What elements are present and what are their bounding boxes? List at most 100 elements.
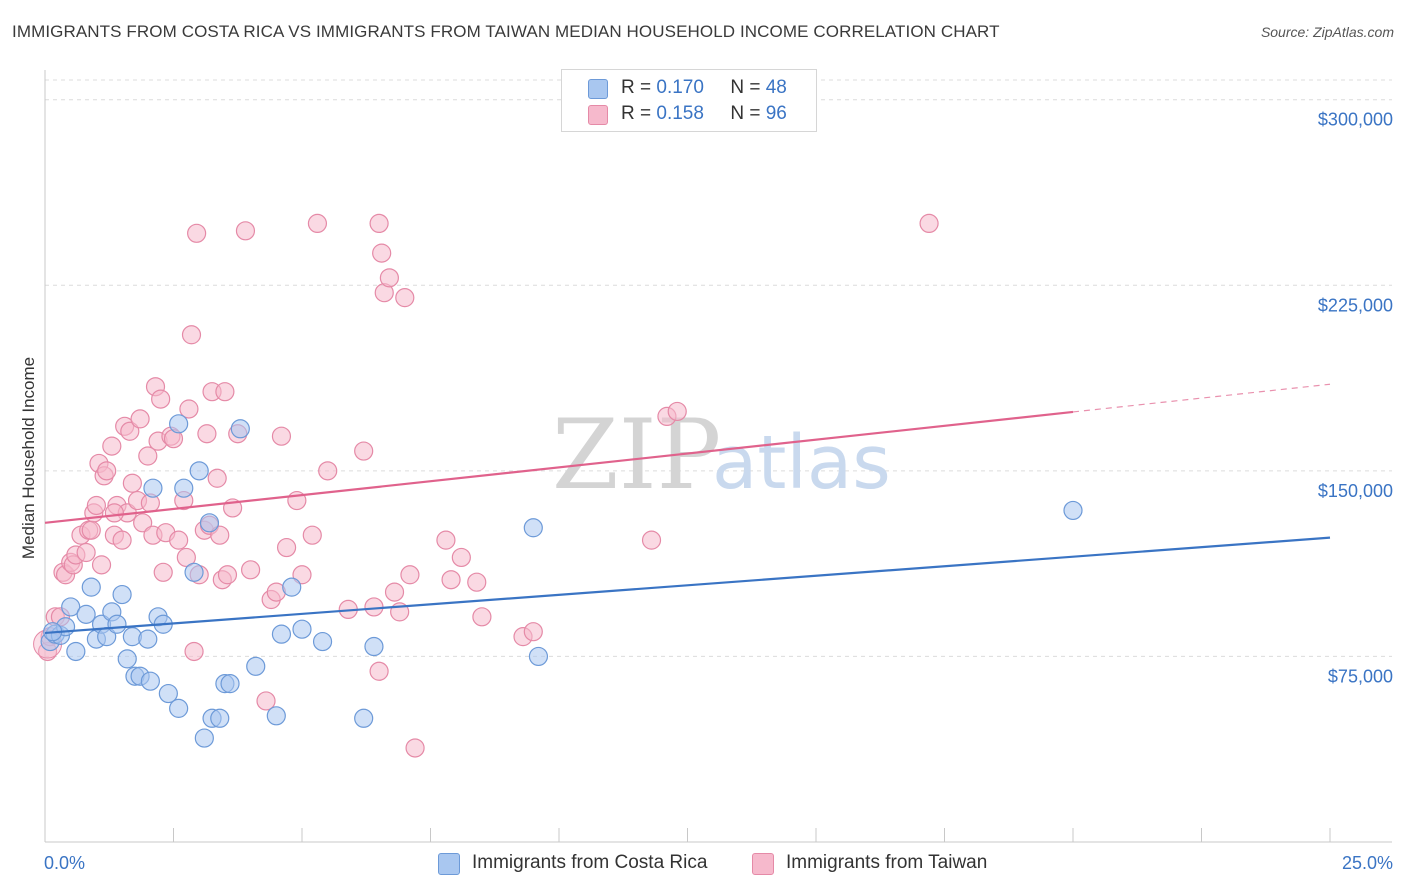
taiwan-point xyxy=(76,542,96,563)
taiwan-point xyxy=(138,446,158,466)
taiwan-point xyxy=(372,243,392,263)
costa-rica-point xyxy=(282,577,302,597)
taiwan-point xyxy=(215,382,235,402)
taiwan-point xyxy=(441,570,461,590)
y-tick-label: $225,000 xyxy=(1318,295,1393,315)
costa-rica-point xyxy=(210,708,230,728)
taiwan-trend-extension xyxy=(1072,383,1331,413)
costa-rica-point xyxy=(76,604,96,624)
watermark-zip: ZIP xyxy=(552,399,721,511)
bottom-legend-label: Immigrants from Costa Rica xyxy=(472,852,708,873)
taiwan-point xyxy=(369,661,389,681)
taiwan-point xyxy=(256,691,276,711)
axes xyxy=(44,70,1392,843)
taiwan-point xyxy=(467,572,487,592)
taiwan-point xyxy=(235,221,256,241)
taiwan-point xyxy=(472,607,492,627)
taiwan-point xyxy=(122,473,142,493)
costa-rica-point xyxy=(199,513,220,533)
costa-rica-point xyxy=(158,683,178,704)
taiwan-point xyxy=(523,622,543,642)
taiwan-point xyxy=(210,525,230,545)
costa-rica-point xyxy=(364,636,384,657)
legend-r-label: R = xyxy=(621,77,652,98)
taiwan-point xyxy=(369,213,389,234)
taiwan-point xyxy=(181,325,202,345)
costa-rica-point xyxy=(523,518,543,538)
legend-n-value: 96 xyxy=(765,103,787,124)
taiwan-point xyxy=(86,495,107,516)
costa-rica-point xyxy=(112,584,132,605)
legend-n-value: 48 xyxy=(765,77,787,98)
taiwan-point xyxy=(207,468,227,488)
legend-r-value: 0.158 xyxy=(656,103,704,124)
taiwan-point xyxy=(187,223,207,243)
taiwan-point xyxy=(364,597,384,617)
taiwan-point xyxy=(151,389,171,409)
taiwan-point xyxy=(97,461,117,481)
taiwan-point xyxy=(91,555,112,575)
taiwan-point xyxy=(120,421,140,441)
taiwan-point xyxy=(179,399,199,419)
costa-rica-point xyxy=(266,706,286,726)
watermark-atlas: atlas xyxy=(712,420,891,506)
taiwan-point xyxy=(112,530,132,550)
costa-rica-point xyxy=(354,708,374,728)
taiwan-point xyxy=(667,401,687,422)
legend-swatch-pink xyxy=(588,105,608,125)
taiwan-point xyxy=(81,520,101,540)
costa-rica-point xyxy=(66,641,86,662)
costa-rica-points xyxy=(40,414,1083,748)
legend-swatch-blue xyxy=(588,79,608,99)
costa-rica-point xyxy=(138,629,158,649)
taiwan-point xyxy=(919,213,939,234)
taiwan-point xyxy=(379,268,399,288)
bottom-legend-swatch-blue xyxy=(438,853,460,875)
taiwan-point xyxy=(292,565,312,585)
y-tick-label: $300,000 xyxy=(1318,110,1393,130)
costa-rica-point xyxy=(230,419,250,439)
taiwan-point xyxy=(395,288,415,308)
costa-rica-point xyxy=(140,671,160,691)
costa-rica-point xyxy=(184,562,204,582)
taiwan-point xyxy=(133,513,153,533)
taiwan-point xyxy=(153,562,173,582)
costa-rica-point xyxy=(271,624,292,644)
bottom-legend-label: Immigrants from Taiwan xyxy=(786,852,988,873)
costa-rica-point xyxy=(61,597,81,617)
taiwan-point xyxy=(302,525,322,545)
costa-rica-point xyxy=(189,461,209,481)
x-tick-label-min: 0.0% xyxy=(44,853,85,873)
correlation-legend: R = 0.170 N = 48 R = 0.158 N = 96 xyxy=(561,69,817,132)
y-tick-label: $75,000 xyxy=(1328,666,1393,686)
y-tick-labels: $75,000 $150,000 $225,000 $300,000 xyxy=(1318,110,1393,687)
taiwan-point xyxy=(102,436,122,456)
costa-rica-point xyxy=(528,646,549,667)
legend-n-label: N = xyxy=(730,77,761,98)
watermark: ZIP atlas xyxy=(552,399,891,511)
taiwan-point xyxy=(451,547,471,568)
taiwan-point xyxy=(217,565,238,585)
costa-rica-point xyxy=(220,674,240,694)
legend-r-label: R = xyxy=(621,103,652,124)
taiwan-point xyxy=(184,641,204,662)
taiwan-point xyxy=(400,565,420,585)
taiwan-point xyxy=(436,530,456,550)
bottom-legend-swatch-pink xyxy=(752,853,774,875)
chart-title: IMMIGRANTS FROM COSTA RICA VS IMMIGRANTS… xyxy=(12,22,1000,41)
costa-rica-point xyxy=(117,649,137,669)
taiwan-point xyxy=(318,461,338,481)
taiwan-trend-line xyxy=(44,410,1074,524)
costa-rica-point xyxy=(107,614,127,634)
costa-rica-point xyxy=(1063,500,1083,521)
taiwan-point xyxy=(307,213,328,234)
y-axis-label: Median Household Income xyxy=(19,357,38,559)
taiwan-point xyxy=(271,426,292,446)
taiwan-point xyxy=(384,582,405,602)
taiwan-point xyxy=(641,530,662,550)
costa-rica-point xyxy=(312,631,333,652)
taiwan-point xyxy=(104,503,124,523)
costa-rica-point xyxy=(169,414,189,434)
costa-rica-point xyxy=(194,728,214,748)
